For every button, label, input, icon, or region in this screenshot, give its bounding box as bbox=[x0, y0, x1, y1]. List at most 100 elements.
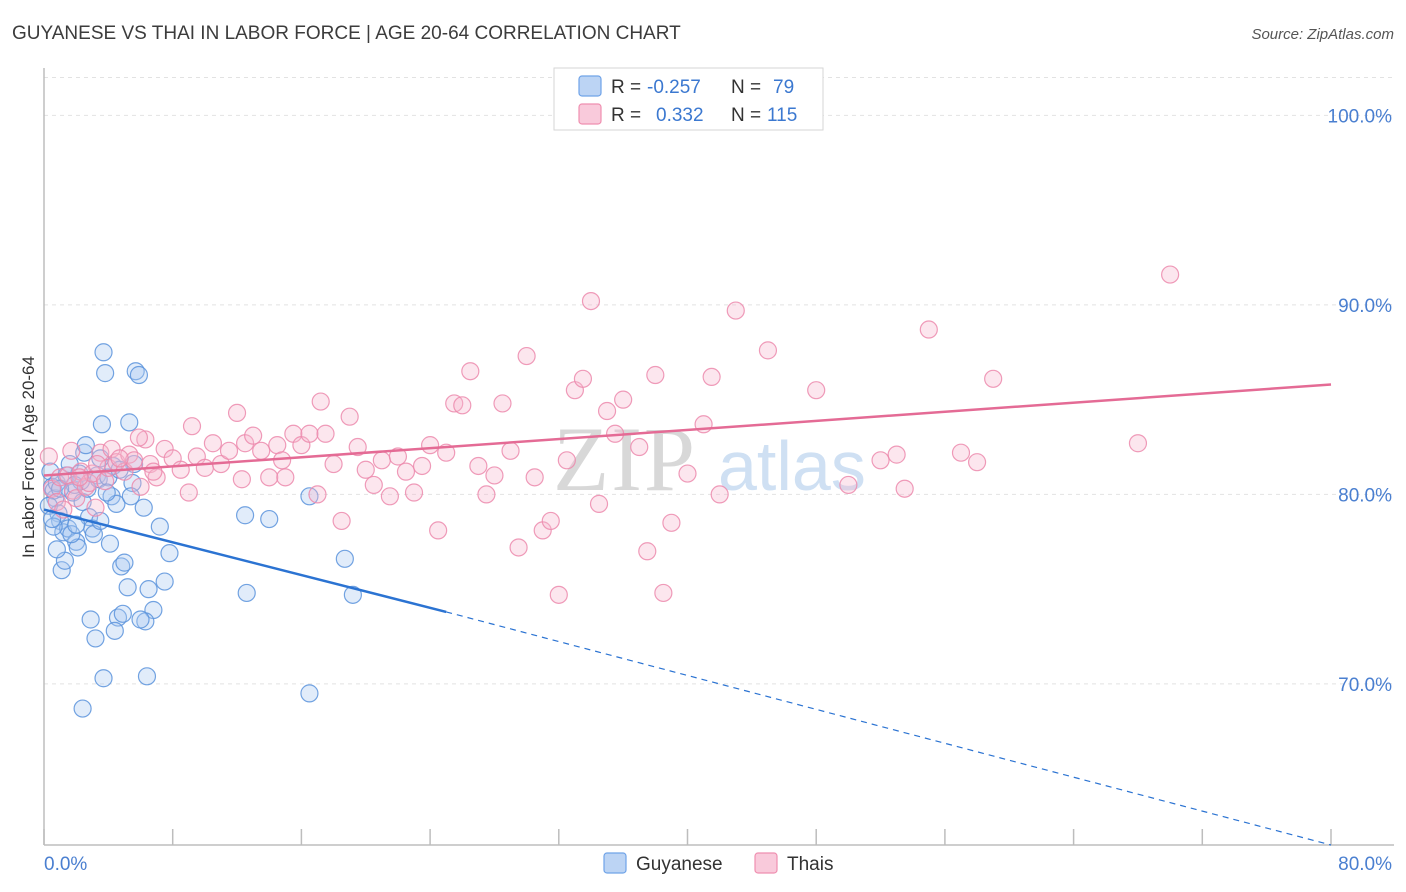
thais-point bbox=[412, 456, 432, 476]
legend-r-value: -0.257 bbox=[647, 77, 701, 98]
thais-point bbox=[340, 407, 359, 426]
guyanese-point bbox=[129, 365, 149, 385]
thais-point bbox=[758, 341, 778, 360]
thais-point bbox=[129, 428, 149, 447]
y-tick-labels: 70.0% 80.0% 90.0% 100.0% bbox=[1328, 106, 1393, 696]
guyanese-point bbox=[100, 534, 120, 553]
guyanese-point bbox=[52, 561, 71, 580]
thais-point bbox=[557, 451, 576, 470]
guyanese-point bbox=[86, 629, 105, 648]
thais-point bbox=[404, 483, 424, 502]
thais-point bbox=[421, 436, 440, 455]
thais-point bbox=[919, 320, 938, 339]
guyanese-point bbox=[155, 572, 174, 591]
thais-point bbox=[654, 583, 673, 603]
thais-point bbox=[549, 585, 568, 604]
legend-r-label: R = bbox=[611, 77, 641, 98]
thais-point bbox=[332, 511, 351, 531]
thais-point bbox=[1128, 434, 1148, 453]
guyanese-point bbox=[92, 415, 112, 434]
thais-point bbox=[316, 424, 335, 443]
thais-point bbox=[388, 447, 408, 466]
thais-point bbox=[630, 437, 649, 457]
thais-point bbox=[589, 494, 609, 513]
guyanese-point bbox=[113, 604, 132, 623]
thais-point bbox=[967, 453, 987, 472]
thais-point bbox=[364, 475, 383, 495]
thais-point bbox=[597, 401, 617, 421]
thais-point bbox=[324, 454, 343, 474]
thais-point bbox=[461, 362, 480, 381]
bottom-legend-swatch-guyanese bbox=[603, 852, 627, 874]
guyanese-point bbox=[120, 413, 139, 432]
y-axis-label: In Labor Force | Age 20-64 bbox=[19, 356, 38, 558]
thais-point bbox=[252, 441, 271, 460]
bottom-legend: Guyanese Thais bbox=[603, 852, 833, 875]
guyanese-point bbox=[150, 517, 169, 536]
legend-r-label: R = bbox=[611, 105, 641, 126]
guyanese-point bbox=[67, 515, 86, 534]
legend-n-value: 115 bbox=[767, 105, 797, 126]
thais-point bbox=[219, 441, 239, 460]
guyanese-point bbox=[73, 699, 92, 718]
thais-point bbox=[453, 396, 472, 415]
guyanese-point bbox=[300, 684, 319, 703]
guyanese-point bbox=[96, 364, 115, 383]
guyanese-point bbox=[44, 517, 63, 536]
thais-point bbox=[348, 437, 367, 457]
thais-point bbox=[895, 479, 914, 498]
thais-point bbox=[62, 441, 81, 460]
thais-point bbox=[951, 443, 971, 462]
watermark: ZIP atlas bbox=[553, 408, 866, 510]
x-tick-label-max: 80.0% bbox=[1338, 854, 1392, 875]
thais-point bbox=[710, 485, 729, 504]
thais-point bbox=[871, 451, 890, 470]
legend-swatch-thais bbox=[578, 103, 602, 125]
thais-point bbox=[1161, 265, 1180, 284]
thais-point bbox=[477, 485, 496, 504]
thais-point bbox=[662, 513, 681, 532]
y-tick-label: 90.0% bbox=[1338, 296, 1392, 317]
thais-point bbox=[144, 462, 163, 481]
y-tick-label: 80.0% bbox=[1338, 485, 1392, 506]
legend-swatch-guyanese bbox=[578, 75, 602, 97]
guyanese-point bbox=[105, 621, 124, 640]
thais-point bbox=[147, 468, 166, 487]
thais-point bbox=[573, 369, 593, 388]
legend-n-label: N = bbox=[731, 105, 761, 126]
legend-r-value: 0.332 bbox=[656, 105, 704, 126]
thais-point bbox=[179, 483, 198, 502]
thais-point bbox=[501, 441, 520, 460]
guyanese-point bbox=[343, 585, 362, 604]
thais-point bbox=[984, 369, 1003, 388]
guyanese-point bbox=[121, 487, 140, 506]
thais-point bbox=[807, 381, 826, 400]
thais-point bbox=[136, 430, 155, 449]
bottom-legend-guyanese: Guyanese bbox=[636, 854, 723, 875]
guyanese-point bbox=[160, 544, 179, 563]
trend-lines bbox=[43, 383, 1332, 846]
guyanese-point bbox=[97, 483, 116, 502]
thais-point bbox=[525, 468, 544, 487]
thais-point bbox=[268, 436, 287, 455]
thais-point bbox=[182, 417, 202, 436]
thais-point bbox=[120, 445, 139, 464]
chart-source: Source: ZipAtlas.com bbox=[1251, 26, 1394, 43]
thais-point bbox=[232, 470, 251, 489]
guyanese-point bbox=[81, 610, 100, 629]
thais-trend-line bbox=[43, 383, 1332, 477]
thais-point bbox=[110, 449, 129, 468]
thais-point bbox=[646, 365, 665, 385]
thais-point bbox=[39, 447, 58, 466]
thais-point bbox=[702, 367, 721, 387]
thais-point bbox=[581, 292, 601, 311]
guyanese-point bbox=[94, 343, 113, 362]
thais-point bbox=[614, 390, 633, 409]
thais-point bbox=[171, 460, 190, 479]
thais-point bbox=[308, 485, 327, 504]
thais-point bbox=[300, 424, 319, 443]
thais-point bbox=[493, 394, 512, 413]
guyanese-point bbox=[62, 525, 81, 544]
guyanese-point bbox=[118, 578, 137, 597]
